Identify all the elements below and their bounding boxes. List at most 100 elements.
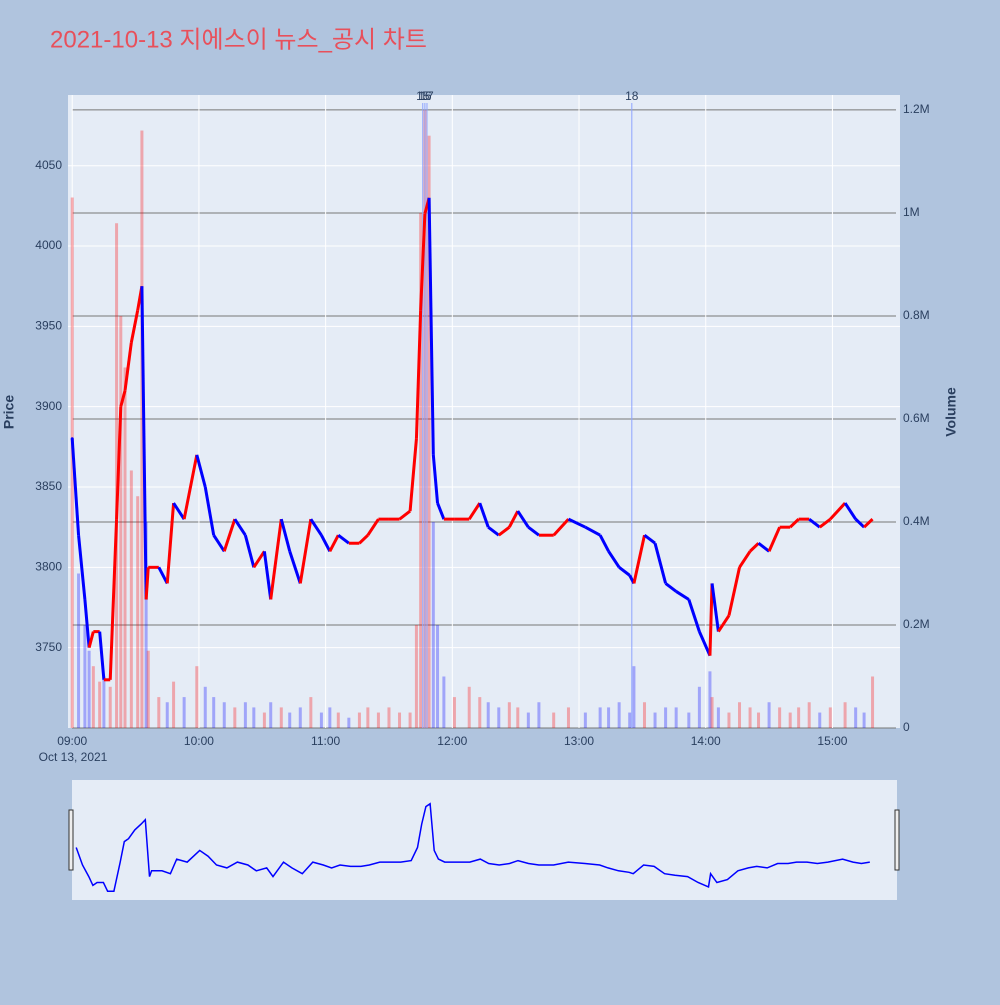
- price-segment: [854, 518, 866, 529]
- price-segment: [144, 567, 150, 600]
- x-tick-label: 09:00: [57, 734, 87, 748]
- volume-bar: [298, 707, 302, 728]
- price-segment: [789, 518, 800, 529]
- volume-bar: [478, 697, 482, 728]
- price-segment: [320, 534, 332, 552]
- volume-bar: [748, 707, 752, 728]
- volume-bar: [144, 521, 148, 728]
- volume-bar: [497, 707, 501, 728]
- volume-bar: [467, 686, 471, 728]
- y2-tick-label: 0.6M: [903, 411, 930, 425]
- volume-bar: [486, 702, 490, 728]
- price-segment: [607, 550, 621, 569]
- price-segment: [749, 542, 760, 553]
- price-segment: [717, 614, 731, 633]
- volume-bar: [182, 697, 186, 728]
- price-segment: [436, 502, 446, 520]
- volume-bar: [516, 707, 520, 728]
- volume-bar: [507, 702, 511, 728]
- volume-bar: [697, 686, 701, 728]
- y-axis-title: Price: [1, 395, 17, 429]
- volume-bar: [818, 712, 822, 728]
- volume-bar: [767, 702, 771, 728]
- annotation-label: 15: [416, 89, 430, 103]
- volume-bar: [279, 707, 283, 728]
- price-segment: [698, 631, 712, 657]
- volume-bar: [347, 717, 351, 728]
- volume-bar: [552, 712, 556, 728]
- x-tick-label: 13:00: [564, 734, 594, 748]
- volume-bar: [269, 702, 273, 728]
- range-handle[interactable]: [68, 809, 74, 871]
- price-segment: [414, 310, 423, 439]
- price-segment: [298, 518, 313, 584]
- volume-bar: [566, 707, 570, 728]
- price-segment: [98, 631, 106, 680]
- price-segment: [288, 550, 302, 584]
- volume-bar: [136, 496, 140, 728]
- y2-tick-label: 1.2M: [903, 102, 930, 116]
- volume-bar: [376, 712, 380, 728]
- volume-bar: [757, 712, 761, 728]
- y2-tick-label: 0.8M: [903, 308, 930, 322]
- price-segment: [487, 525, 500, 537]
- price-segment: [358, 534, 369, 545]
- volume-bar: [98, 681, 102, 728]
- price-segment: [129, 309, 140, 343]
- price-segment: [140, 286, 148, 600]
- volume-bar: [716, 707, 720, 728]
- price-segment: [70, 438, 81, 536]
- volume-bar: [419, 212, 423, 728]
- volume-bar: [387, 707, 391, 728]
- price-segment: [829, 502, 847, 521]
- volume-bar: [398, 712, 402, 728]
- price-segment: [467, 502, 482, 520]
- price-segment: [123, 342, 133, 391]
- price-segment: [598, 534, 610, 552]
- volume-bar: [87, 650, 91, 728]
- price-segment: [516, 510, 530, 528]
- price-segment: [664, 582, 678, 593]
- volume-bar: [708, 671, 712, 728]
- price-segment: [195, 454, 207, 488]
- price-segment: [508, 510, 520, 528]
- volume-bar: [797, 707, 801, 728]
- volume-bar: [431, 521, 435, 728]
- annotation-label: 18: [625, 89, 639, 103]
- y2-tick-label: 0.4M: [903, 514, 930, 528]
- price-segment: [478, 502, 490, 528]
- annotation-label: 17: [420, 89, 434, 103]
- price-segment: [252, 550, 266, 569]
- volume-bar: [862, 712, 866, 728]
- y2-tick-label: 1M: [903, 205, 920, 219]
- range-slider[interactable]: [72, 780, 897, 900]
- volume-bar: [871, 676, 875, 728]
- volume-bar: [70, 197, 74, 728]
- y-tick-label: 4000: [35, 238, 62, 252]
- volume-bar: [414, 624, 418, 728]
- volume-bar: [336, 712, 340, 728]
- volume-bar: [828, 707, 832, 728]
- range-handle[interactable]: [894, 809, 900, 871]
- y2-tick-label: 0: [903, 720, 910, 734]
- volume-bar: [738, 702, 742, 728]
- x-tick-label: 14:00: [691, 734, 721, 748]
- price-segment: [157, 566, 169, 585]
- price-segment: [863, 518, 874, 529]
- volume-bar: [727, 712, 731, 728]
- price-segment: [87, 631, 95, 649]
- volume-bar: [102, 676, 106, 728]
- volume-bar: [632, 666, 636, 728]
- y2-tick-label: 0.2M: [903, 617, 930, 631]
- volume-bar: [854, 707, 858, 728]
- volume-bar: [442, 676, 446, 728]
- volume-bar: [778, 707, 782, 728]
- y-tick-label: 3850: [35, 479, 62, 493]
- x-tick-label: 11:00: [311, 734, 340, 748]
- price-segment: [165, 502, 176, 584]
- volume-bar: [366, 707, 370, 728]
- volume-bar: [357, 712, 361, 728]
- price-segment: [77, 535, 87, 600]
- volume-bar: [653, 712, 657, 728]
